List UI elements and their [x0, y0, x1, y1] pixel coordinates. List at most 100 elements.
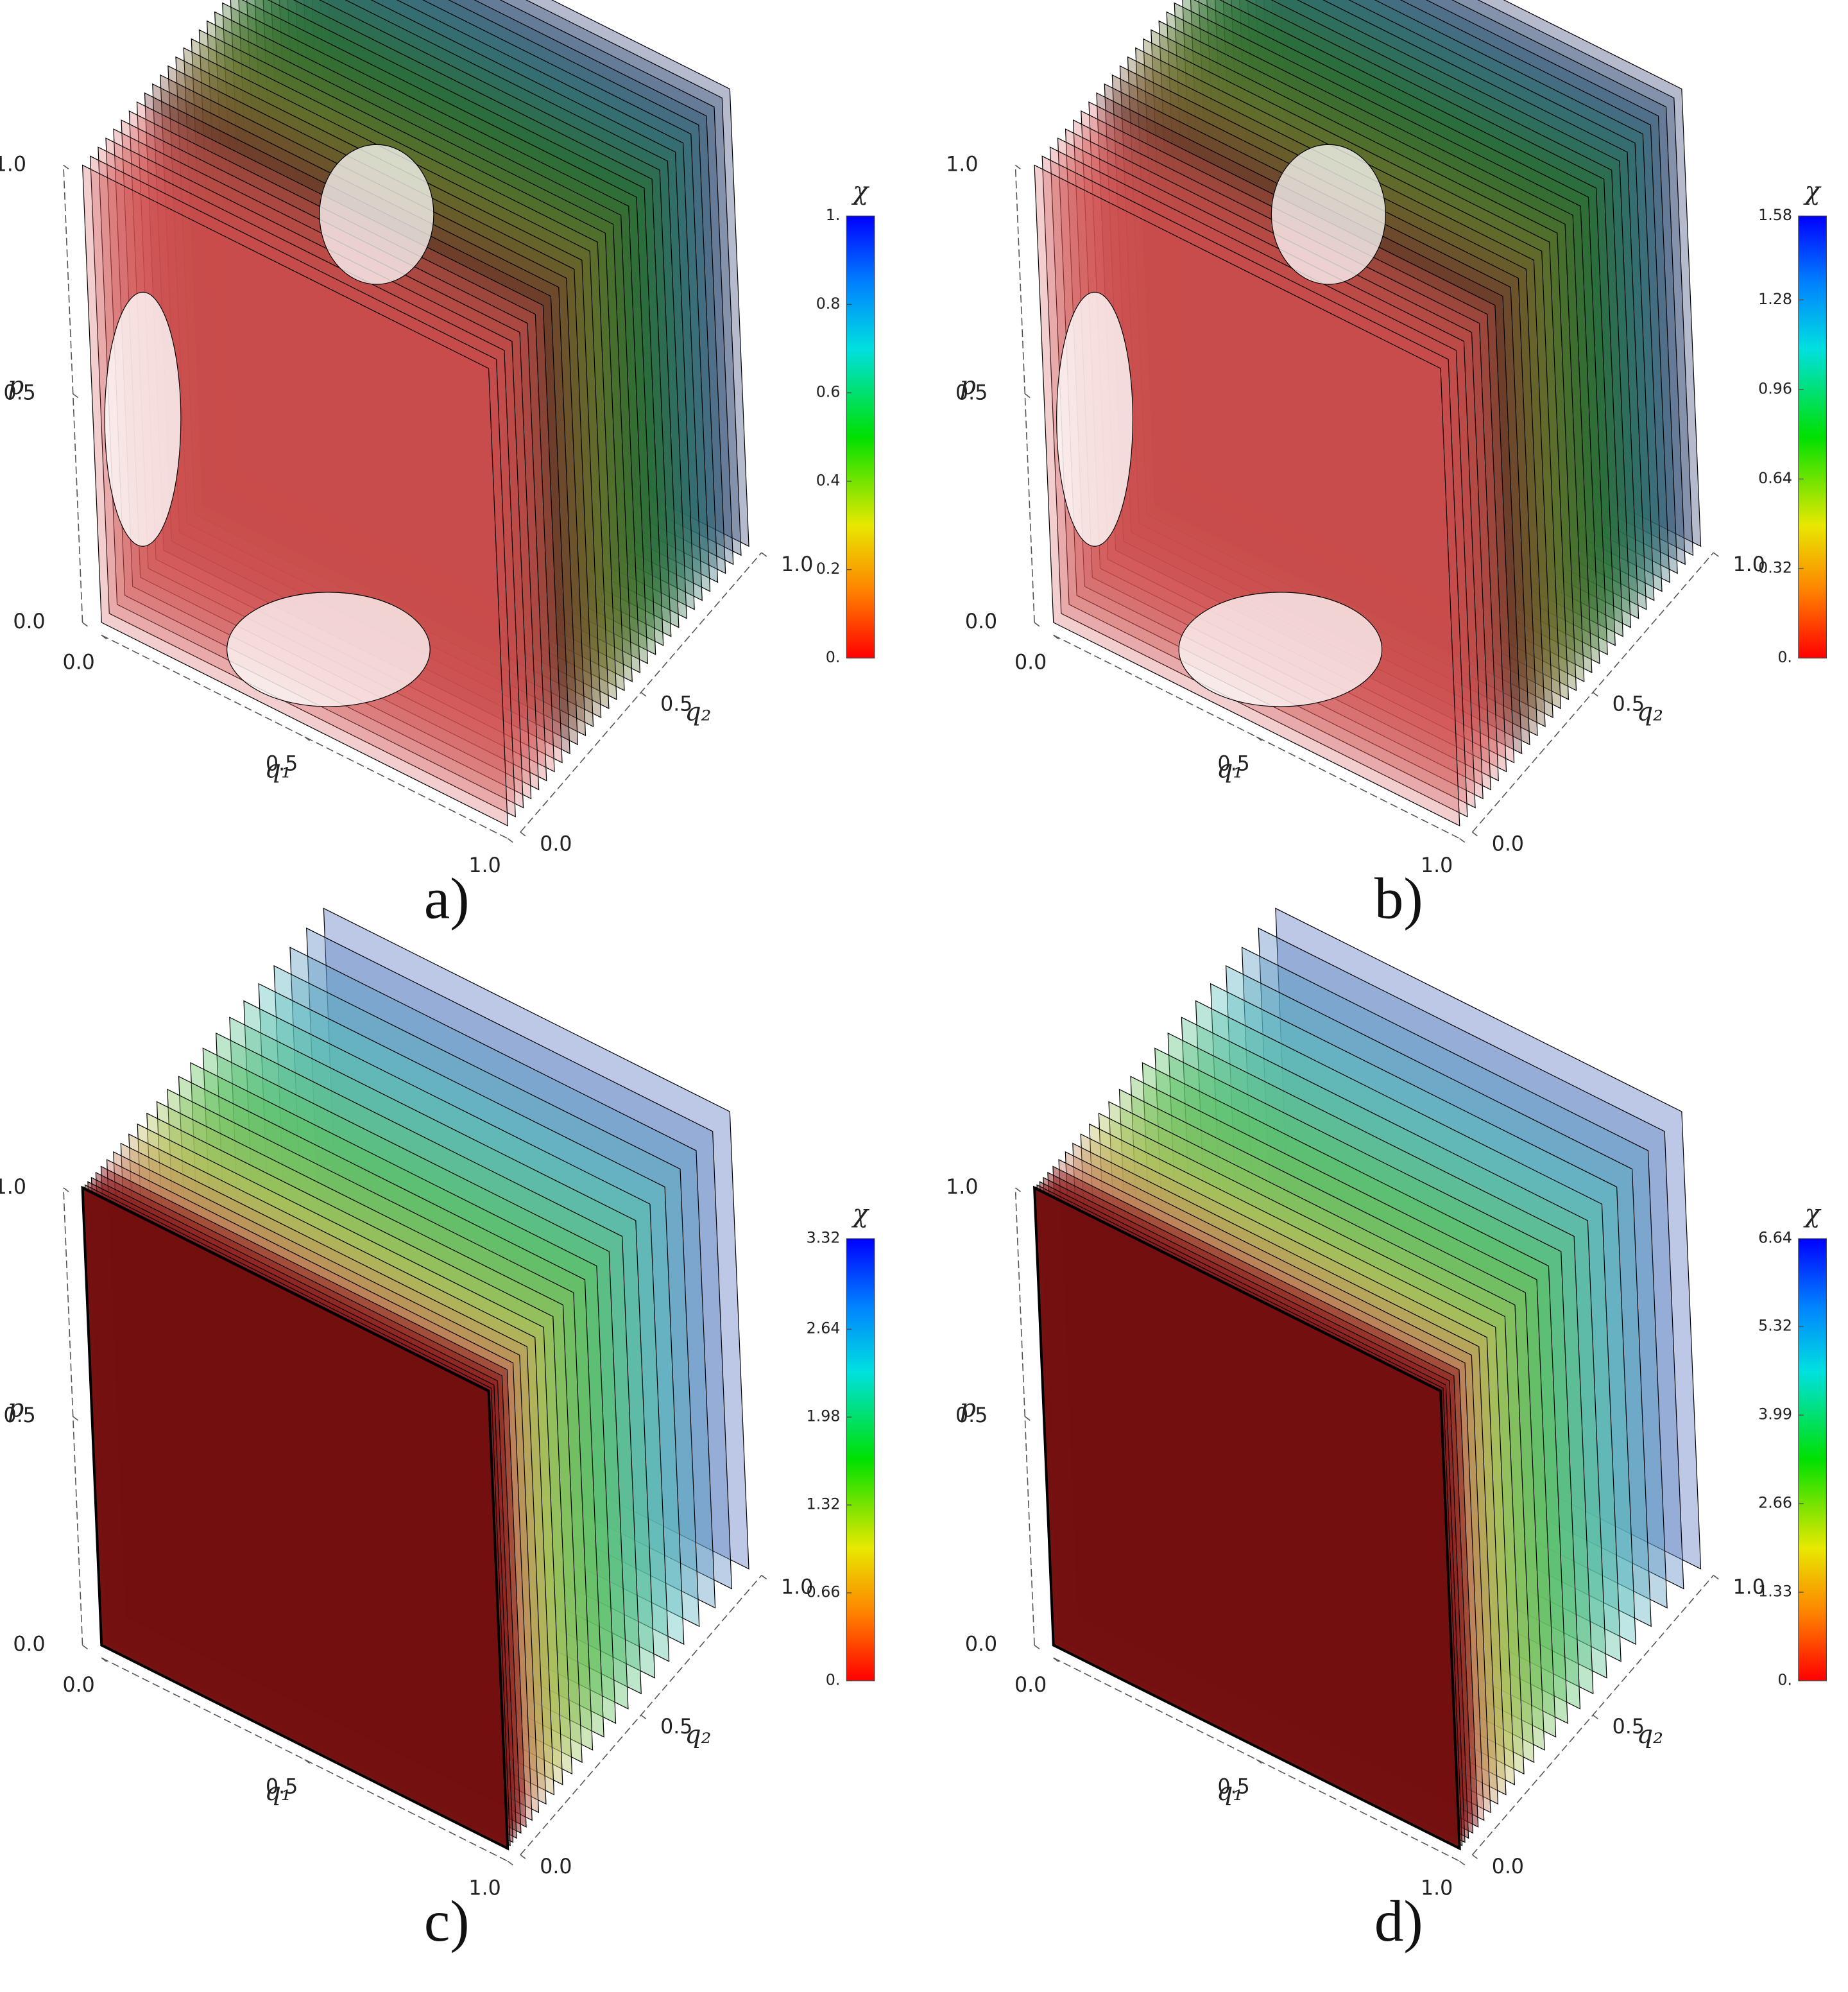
tick-mark: [304, 736, 311, 741]
colorbar-tick-label: 0.4: [816, 471, 841, 489]
colorbar-tick-label: 0.8: [816, 295, 841, 313]
colorbar: [1798, 215, 1827, 659]
colorbar-tick-label: 1.32: [807, 1495, 841, 1513]
axis-title: q₁: [1217, 755, 1243, 784]
tick-mark: [1014, 164, 1021, 169]
axis-line: [1014, 165, 1035, 623]
colorbar-tick-label: 0.96: [1758, 379, 1792, 397]
tick-label: 1.0: [1733, 1576, 1765, 1599]
panel: 0.0 0.5 1.0 q₁ 0.0 0.5 1.0 q₂ 0.0 0.5 1.0 p χ 0. 1.33 2…: [946, 907, 1827, 1953]
tick-mark: [1592, 692, 1598, 697]
slice: [206, 20, 633, 683]
panel-label: a): [424, 866, 470, 931]
slice: [136, 101, 563, 764]
tick-mark: [73, 393, 79, 399]
axis-title: p: [8, 1393, 24, 1423]
slice: [167, 65, 594, 728]
colorbar-tick-label: 1.: [826, 206, 841, 224]
slice: [1065, 128, 1491, 791]
axis-title: q₁: [265, 1777, 291, 1807]
axis-line: [101, 1657, 508, 1862]
panel-label: c): [424, 1889, 470, 1953]
slice: [1272, 0, 1694, 556]
axis-title: q₂: [1637, 698, 1663, 727]
slice: [1072, 119, 1499, 782]
tick-label: 0.0: [540, 832, 572, 855]
tick-label: 0.5: [955, 1404, 988, 1427]
tick-label: 0.5: [1217, 753, 1249, 776]
panel: 0.0 0.5 1.0 q₁ 0.0 0.5 1.0 q₂ 0.0 0.5 1.0 p χ 0. 0.32 0…: [946, 0, 1827, 931]
axis-line: [1053, 635, 1460, 839]
slice: [304, 0, 726, 574]
slice: [1111, 74, 1538, 737]
axis-title: p: [8, 371, 24, 400]
colorbar-tick-label: 0.: [1777, 648, 1792, 666]
tick-mark: [1592, 1714, 1598, 1720]
tick-label: 0.0: [965, 610, 997, 633]
panel: 0.0 0.5 1.0 q₁ 0.0 0.5 1.0 q₂ 0.0 0.5 1.0 p χ 0. 0.2 0.…: [0, 0, 875, 931]
tick-label: 0.5: [660, 693, 692, 716]
colorbar-tick-label: 1.28: [1758, 290, 1792, 308]
slice: [1255, 0, 1678, 574]
slice: [1081, 110, 1507, 773]
axis-title: p: [960, 1393, 976, 1423]
tick-mark: [82, 622, 88, 627]
tick-mark: [520, 831, 526, 837]
slice: [1032, 1185, 1461, 1851]
slice: [113, 128, 540, 791]
colorbar-tick-label: 0.64: [1758, 469, 1792, 487]
axis-title: q₁: [265, 755, 291, 784]
tick-mark: [1256, 736, 1262, 741]
tick-label: 1.0: [1421, 1877, 1453, 1900]
tick-mark: [761, 1575, 767, 1580]
axis-title: p: [960, 371, 976, 400]
colorbar-tick-label: 1.58: [1758, 206, 1792, 224]
colorbar-tick-label: 0.: [826, 648, 841, 666]
tick-label: 0.0: [62, 651, 94, 674]
slice: [1135, 47, 1562, 710]
slice: [198, 29, 625, 691]
tick-label: 1.0: [468, 1877, 501, 1900]
tick-mark: [1014, 1187, 1021, 1192]
tick-label: 0.5: [1613, 693, 1645, 716]
panel-label: d): [1374, 1889, 1423, 1953]
slice: [121, 119, 547, 782]
colorbar-tick-label: 1.33: [1758, 1583, 1792, 1601]
slice: [1119, 65, 1546, 728]
axis-line: [1014, 1187, 1035, 1645]
colorbar-tick-label: 0.32: [1758, 558, 1792, 576]
slice: [1166, 11, 1593, 673]
tick-mark: [520, 1854, 526, 1859]
tick-label: 1.0: [946, 153, 978, 176]
hole: [104, 291, 182, 547]
colorbar: [846, 215, 875, 659]
hole: [1178, 592, 1383, 707]
slice: [1174, 2, 1600, 664]
tick-mark: [1053, 1657, 1059, 1662]
tick-mark: [63, 164, 69, 169]
tick-mark: [63, 1187, 69, 1192]
tick-label: 1.0: [468, 854, 501, 877]
slice: [320, 0, 742, 556]
tick-mark: [507, 837, 513, 843]
tick-label: 1.0: [781, 553, 813, 576]
tick-mark: [640, 692, 647, 697]
tick-mark: [101, 635, 107, 640]
panel-label: b): [1374, 866, 1423, 931]
slice: [183, 47, 610, 710]
hole: [319, 144, 434, 285]
panel: 0.0 0.5 1.0 q₁ 0.0 0.5 1.0 q₂ 0.0 0.5 1.0 p χ 0. 0.66 1…: [0, 907, 875, 1953]
axis-title: q₂: [685, 698, 711, 727]
colorbar-tick-label: 0.6: [816, 383, 841, 401]
tick-label: 0.0: [965, 1633, 997, 1656]
colorbar-title: χ: [1803, 1199, 1822, 1228]
hole: [1270, 144, 1387, 285]
colorbar-title: χ: [851, 176, 869, 206]
slice: [214, 11, 640, 673]
colorbar-tick-label: 6.64: [1758, 1229, 1792, 1247]
axis-title: q₂: [1637, 1720, 1663, 1749]
slice: [1143, 38, 1570, 700]
tick-mark: [1256, 1759, 1262, 1764]
tick-label: 0.5: [1613, 1715, 1645, 1739]
slice: [1088, 101, 1515, 764]
